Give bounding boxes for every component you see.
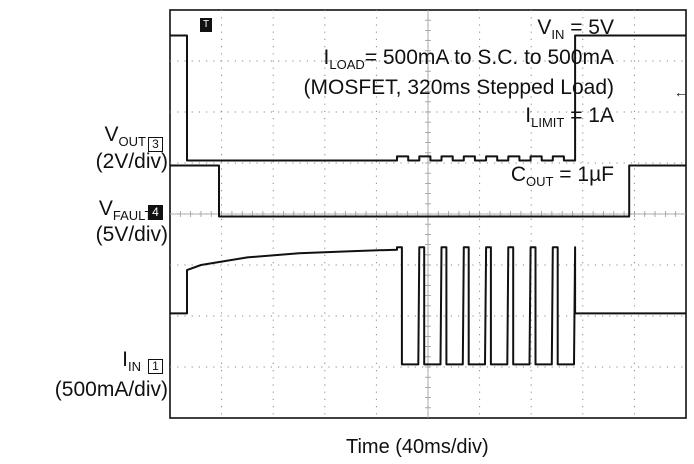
ilimit-annotation: ILIMIT = 1A: [525, 104, 614, 130]
trigger-level-arrow-icon: ←: [674, 84, 688, 100]
vout-trace: [170, 34, 686, 162]
trigger-marker: T: [200, 18, 212, 32]
vout-channel-marker: 3: [148, 137, 163, 152]
vfault-label: VFAULT/: [98, 197, 156, 223]
vfault-channel-marker: 4: [148, 205, 163, 220]
iin-label: IIN: [122, 348, 141, 374]
vfault-scale-label: (5V/div): [95, 223, 168, 246]
vout-scale-label: (2V/div): [95, 150, 168, 173]
iin-trace: [170, 246, 686, 366]
iin-channel-marker: 1: [148, 359, 163, 374]
cout-annotation: COUT = 1µF: [510, 163, 614, 189]
vout-label: VOUT: [104, 123, 146, 149]
mosfet-annotation: (MOSFET, 320ms Stepped Load): [303, 76, 614, 99]
iin-scale-label: (500mA/div): [54, 378, 168, 401]
iload-annotation: ILOAD= 500mA to S.C. to 500mA: [323, 46, 614, 72]
vin-annotation: VIN = 5V: [537, 16, 614, 42]
x-axis-label: Time (40ms/div): [346, 436, 489, 458]
vfault-trace: [170, 164, 686, 218]
